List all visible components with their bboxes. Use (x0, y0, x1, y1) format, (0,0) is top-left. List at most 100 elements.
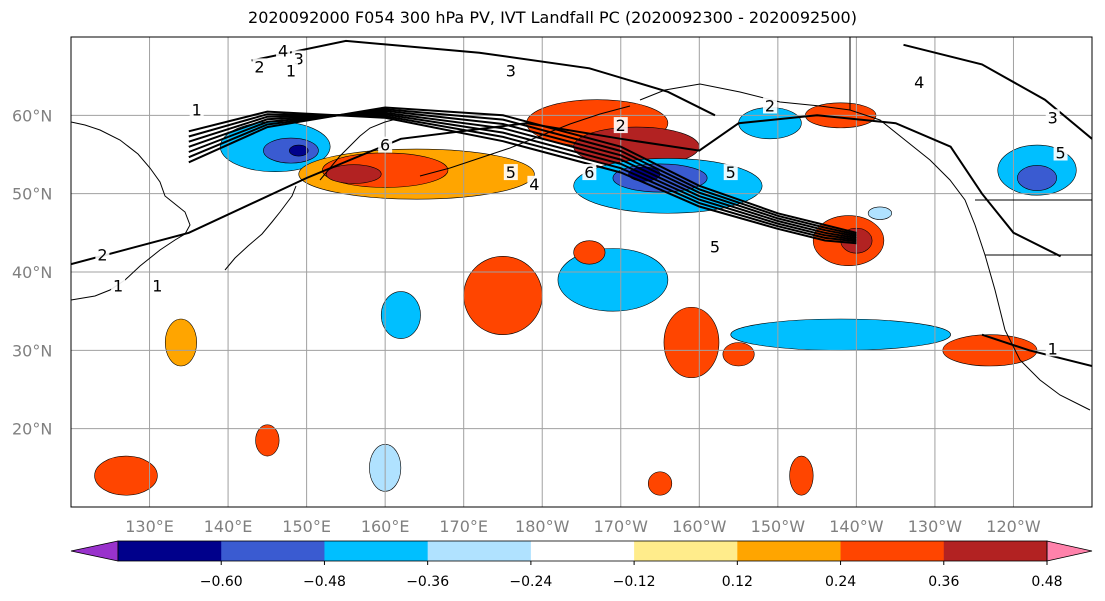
pv-contours (71, 39, 1092, 367)
contour-label: 6 (380, 136, 390, 155)
jet-pv-contour (188, 110, 857, 245)
contour-label: 5 (710, 238, 720, 257)
lon-tick-label: 140°E (204, 517, 253, 536)
contour-label: 3 (1048, 108, 1058, 127)
colorbar-tick-label: 0.48 (1031, 574, 1062, 590)
pv-anomaly-region (867, 206, 893, 220)
map-frame (70, 36, 1093, 508)
contour-label-backdrop (723, 164, 738, 181)
lat-tick-label: 40°N (12, 263, 52, 282)
lon-tick-label: 140°W (829, 517, 884, 536)
contour-label: 4 (278, 42, 288, 61)
east-pv-contour (903, 43, 1092, 140)
contour-label-backdrop (283, 62, 298, 79)
contour-label-backdrop (189, 101, 204, 118)
pv-anomaly-region (325, 164, 382, 184)
pv-anomaly-region (164, 318, 197, 367)
colorbar-bin (530, 541, 635, 561)
lat-tick-label: 20°N (12, 420, 52, 439)
colorbar-tick-label: 0.36 (928, 574, 959, 590)
colorbar-tick-labels: −0.60 −0.48 −0.36 −0.24 −0.12 0.12 0.24 0.36 0.4… (200, 561, 1063, 590)
colorbar-bin (737, 541, 842, 561)
contour-label: 5 (726, 163, 736, 182)
contour-label-backdrop (252, 58, 267, 75)
lat-tick-label: 60°N (12, 106, 52, 125)
lon-tick-label: 170°W (594, 517, 649, 536)
contour-label-backdrop (613, 117, 628, 134)
colorbar-tick-label: 0.24 (825, 574, 856, 590)
figure-title: 2020092000 F054 300 hPa PV, IVT Landfall… (248, 8, 857, 27)
lon-tick-label: 170°E (439, 517, 488, 536)
contour-label: 2 (765, 97, 775, 116)
contour-label-backdrop (762, 97, 777, 114)
contour-label: 1 (1048, 339, 1058, 358)
colorbar-tick-label: −0.12 (613, 574, 656, 590)
colorbar-tick-label: 0.12 (722, 574, 753, 590)
colorbar-bin (634, 541, 738, 561)
lon-tick-label: 130°W (908, 517, 963, 536)
contour-label-backdrop (111, 277, 126, 294)
contour-label: 4 (914, 73, 924, 92)
lat-tick-label: 30°N (12, 341, 52, 360)
lon-tick-label: 150°E (282, 517, 331, 536)
colorbar-bin (118, 541, 222, 561)
jet-pv-contour (188, 113, 857, 243)
polar-pv-contour (251, 39, 716, 117)
jet-pv-contour (188, 109, 857, 238)
contour-label: 5 (506, 163, 516, 182)
colorbar-extend-low (70, 540, 119, 562)
longitude-labels: 130°E 140°E 150°E 160°E 170°E 180°W 170°W 160°W… (125, 517, 1041, 536)
pv-anomaly-region (557, 248, 669, 312)
contour-label-backdrop (503, 164, 518, 181)
jet-pv-contour (188, 108, 857, 236)
contour-label-backdrop (708, 238, 723, 255)
lon-tick-label: 160°E (361, 517, 410, 536)
contour-label-backdrop (276, 42, 291, 59)
contour-label-backdrop (527, 175, 542, 192)
contour-label-backdrop (912, 74, 927, 90)
contour-label: 4 (529, 175, 539, 194)
colorbar-tick-label: −0.60 (200, 574, 243, 590)
contour-label-backdrop (378, 136, 393, 153)
pv-anomaly-region (255, 424, 280, 457)
pv-anomaly-region (289, 144, 309, 157)
lon-tick-label: 160°W (672, 517, 727, 536)
contour-label: 5 (1055, 144, 1065, 163)
alaska-coastline (639, 83, 1091, 411)
contour-label: 6 (584, 163, 594, 182)
jet-pv-contour (188, 111, 857, 239)
lat-tick-label: 50°N (12, 185, 52, 204)
contour-label-backdrop (1045, 109, 1060, 126)
lon-tick-label: 180°W (515, 517, 570, 536)
contour-label: 1 (152, 277, 162, 296)
kamchatka-coastline (319, 117, 401, 181)
pv-anomaly-region (463, 256, 543, 335)
pv-anomaly-region (573, 240, 606, 265)
colorbar-bin (840, 541, 945, 561)
pv-anomaly-region (730, 318, 951, 351)
colorbar-tick-label: −0.48 (303, 574, 346, 590)
pv-anomaly-region (1017, 165, 1057, 191)
contour-label-backdrop (503, 62, 518, 79)
lon-tick-label: 150°W (751, 517, 806, 536)
latitude-labels: 60°N 50°N 40°N 30°N 20°N (12, 106, 52, 438)
pv-anomaly-region (789, 455, 814, 496)
pv-anomaly-region (647, 471, 673, 496)
jet-pv-contour (188, 113, 857, 241)
contour-label: 2 (616, 116, 626, 135)
southeast-pv-contour (981, 333, 1092, 367)
jet-pv-contour (188, 106, 857, 234)
colorbar-extend-high (1046, 540, 1093, 562)
contour-label-backdrop (150, 277, 165, 294)
colorbar-bin (221, 541, 325, 561)
contour-label: 3 (506, 61, 516, 80)
contour-label-backdrop (582, 164, 597, 181)
colorbar-bin (943, 541, 1048, 561)
contour-label: 2 (254, 57, 264, 76)
contour-label-backdrop (1045, 340, 1060, 357)
colorbar-bin (324, 541, 429, 561)
contour-label: 3 (294, 50, 304, 69)
japan-coastline (224, 185, 297, 271)
north-america-border (849, 37, 1092, 256)
